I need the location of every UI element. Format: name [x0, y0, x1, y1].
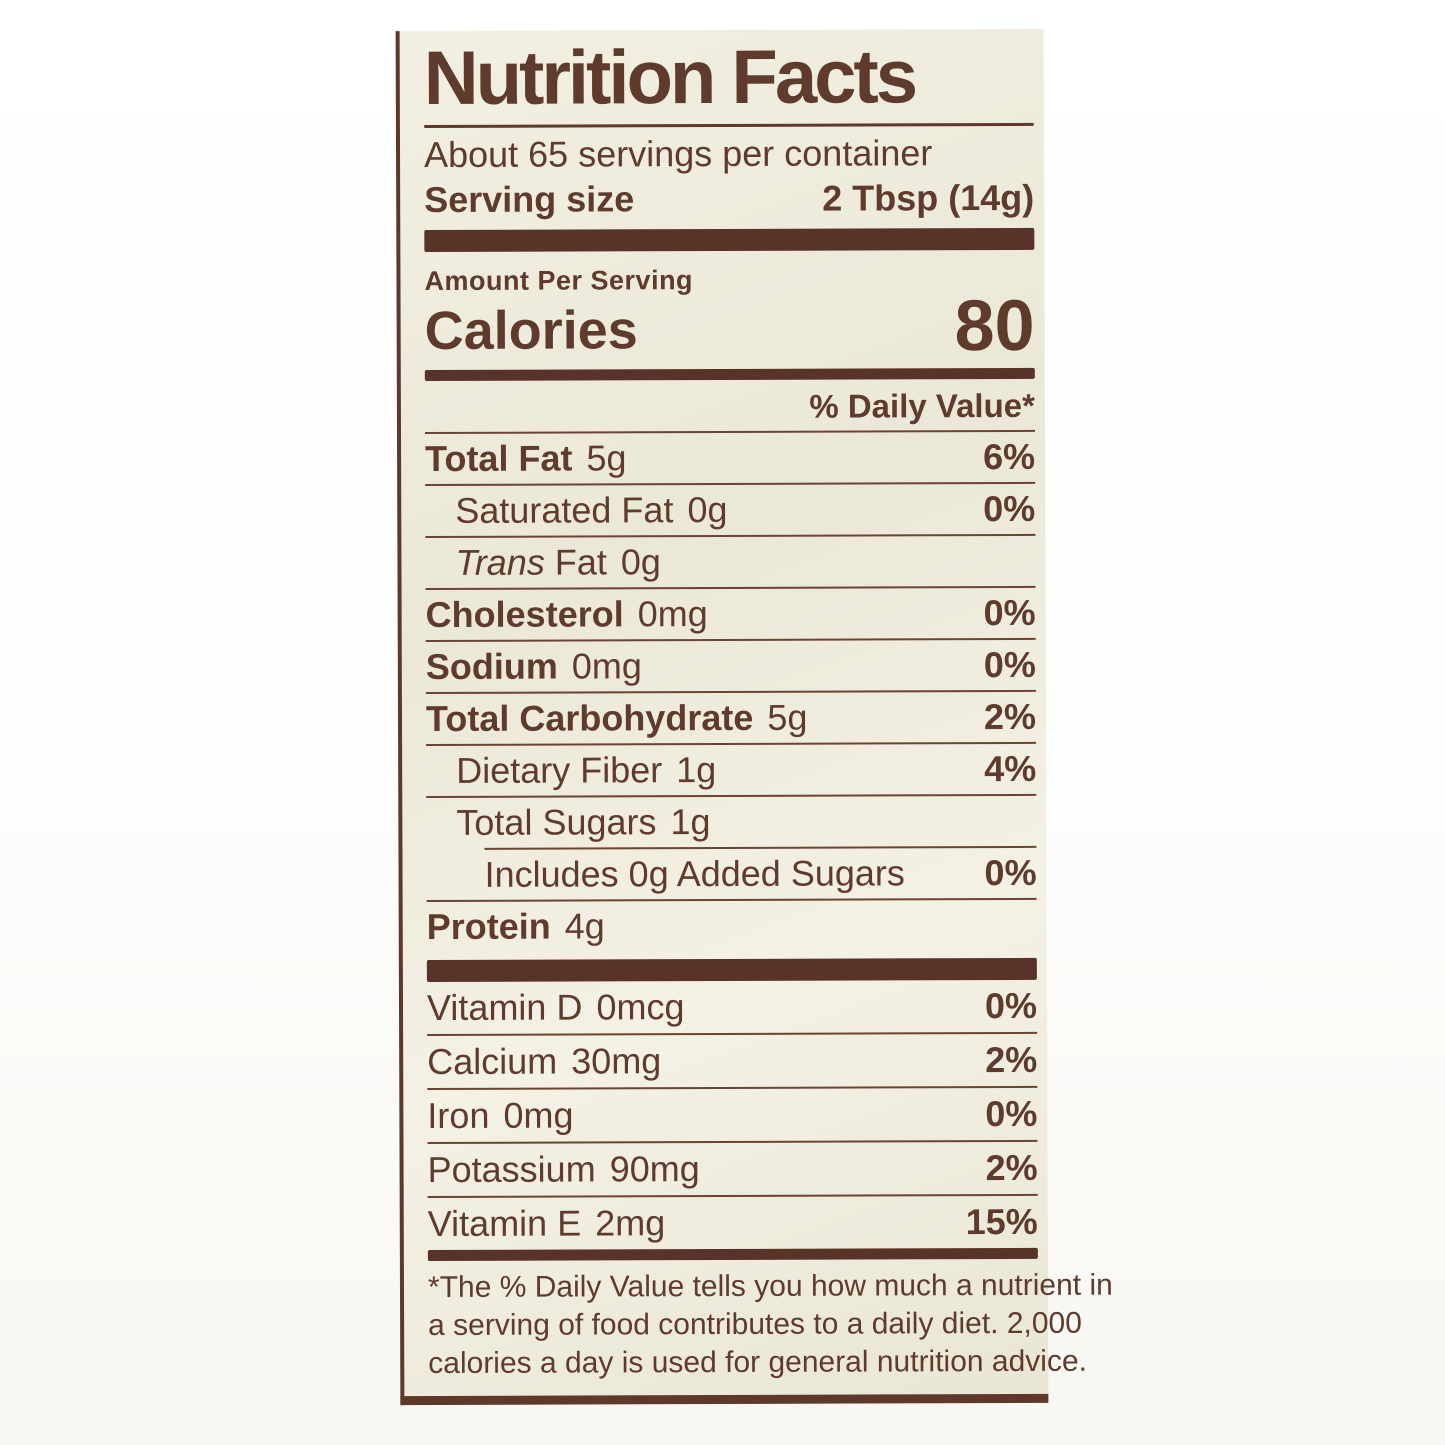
vitamin-row-potassium: Potassium 90mg 2% [427, 1142, 1038, 1196]
vitamin-dv: 0% [984, 984, 1038, 1027]
vitamin-name: Vitamin D [426, 986, 583, 1029]
vitamin-dv: 15% [965, 1200, 1038, 1243]
nutrient-row-saturated-fat: Saturated Fat 0g 0% [425, 484, 1035, 536]
nutrient-row-total-fat: Total Fat 5g 6% [425, 432, 1035, 484]
nutrient-row-added-sugars: Includes 0g Added Sugars 0% [426, 848, 1036, 900]
vitamin-name: Vitamin E [427, 1202, 582, 1245]
vitamin-amount: 0mg [503, 1094, 574, 1136]
serving-size-value: 2 Tbsp (14g) [822, 176, 1035, 219]
nutrient-amount: 4g [564, 905, 605, 947]
daily-value-header: % Daily Value* [809, 386, 1035, 425]
nutrient-amount: 1g [670, 801, 711, 843]
nutrient-name: Cholesterol [425, 593, 624, 636]
nutrient-dv: 0% [983, 487, 1036, 530]
vitamin-dv: 2% [985, 1146, 1038, 1189]
nutrient-amount: 5g [767, 696, 808, 738]
separator-bar-mid-calories [424, 367, 1035, 382]
nutrient-row-cholesterol: Cholesterol 0mg 0% [426, 588, 1036, 640]
nutrient-amount: 0mg [637, 593, 708, 635]
nutrient-row-trans-fat: Trans Fat 0g [425, 536, 1035, 588]
nutrient-amount: 5g [586, 437, 627, 479]
nutrient-name: Fat [554, 541, 607, 583]
vitamin-dv: 2% [985, 1038, 1038, 1081]
vitamin-row-calcium: Calcium 30mg 2% [427, 1034, 1037, 1088]
nutrient-amount: 0mg [571, 645, 642, 687]
serving-size-row: Serving size 2 Tbsp (14g) [424, 176, 1034, 222]
nutrient-amount: 1g [676, 749, 717, 791]
nutrient-dv: 2% [983, 695, 1037, 738]
vitamin-amount: 2mg [595, 1202, 666, 1244]
nutrient-name: Sodium [425, 645, 558, 688]
separator-bar-thick-top [424, 227, 1035, 253]
serving-size-label: Serving size [424, 178, 635, 221]
title-rule [423, 122, 1034, 129]
nutrient-name: Total Carbohydrate [425, 696, 754, 740]
nutrient-row-total-carbohydrate: Total Carbohydrate 5g 2% [426, 692, 1036, 744]
vitamin-row-vitamin-d: Vitamin D 0mcg 0% [427, 980, 1037, 1034]
nutrient-row-sodium: Sodium 0mg 0% [426, 640, 1036, 692]
calories-value: 80 [954, 285, 1035, 367]
vitamin-amount: 90mg [609, 1148, 700, 1190]
nutrient-dv: 0% [984, 851, 1037, 894]
vitamin-name: Calcium [427, 1040, 558, 1083]
vitamin-amount: 0mcg [596, 986, 685, 1028]
vitamin-row-iron: Iron 0mg 0% [427, 1088, 1037, 1142]
nutrient-dv: 6% [982, 435, 1036, 478]
nutrient-row-total-sugars: Total Sugars 1g [426, 796, 1036, 848]
calories-row: Calories 80 [424, 285, 1035, 367]
nutrition-facts-label: Nutrition Facts About 65 servings per co… [395, 28, 1113, 1406]
nutrient-row-dietary-fiber: Dietary Fiber 1g 4% [426, 744, 1036, 796]
vitamin-name: Iron [427, 1094, 490, 1137]
separator-bar-mid-footnote [427, 1247, 1038, 1262]
nutrient-row-protein: Protein 4g [427, 900, 1037, 952]
vitamin-amount: 30mg [571, 1040, 662, 1082]
footnote-line: *The % Daily Value tells you how much a … [427, 1268, 1113, 1305]
nutrient-amount: 0g [620, 541, 661, 583]
nutrient-dv: 4% [984, 747, 1037, 790]
nutrient-dv: 0% [983, 591, 1036, 634]
nutrient-name: Saturated Fat [455, 489, 674, 531]
daily-value-footnote: *The % Daily Value tells you how much a … [427, 1267, 1113, 1383]
amount-per-serving-label: Amount Per Serving [424, 265, 694, 297]
nutrient-name: Includes 0g Added Sugars [484, 852, 905, 895]
nutrient-name-italic: Trans [455, 541, 545, 583]
footnote-line: a serving of food contributes to a daily… [428, 1306, 1082, 1343]
nutrient-name: Dietary Fiber [456, 749, 663, 791]
vitamin-row-vitamin-e: Vitamin E 2mg 15% [428, 1196, 1038, 1250]
nutrient-name: Total Sugars [456, 801, 657, 843]
label-title: Nutrition Facts [423, 34, 916, 122]
nutrient-amount: 0g [687, 488, 728, 531]
nutrient-dv: 0% [983, 643, 1036, 686]
vitamin-name: Potassium [427, 1148, 596, 1191]
nutrient-name: Total Fat [425, 437, 573, 480]
vitamin-dv: 0% [985, 1092, 1038, 1135]
calories-label: Calories [424, 300, 638, 362]
footnote-line: calories a day is used for general nutri… [428, 1344, 1088, 1381]
servings-per-container: About 65 servings per container [423, 132, 933, 176]
separator-bar-thick-vitamins [426, 957, 1037, 983]
nutrient-name: Protein [426, 905, 551, 948]
